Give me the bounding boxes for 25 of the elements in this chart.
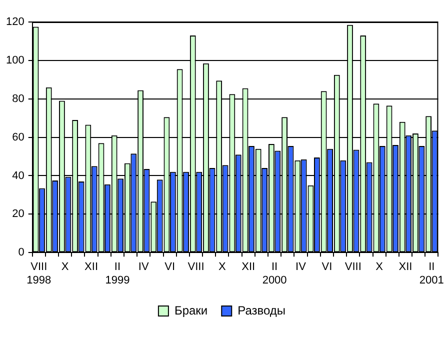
x-tick-label: VIII — [188, 261, 204, 274]
y-tick-label: 40 — [12, 170, 24, 182]
x-tick-label: X — [61, 261, 70, 274]
legend-label: Браки — [174, 303, 208, 318]
x-tick-label: VI — [164, 261, 176, 274]
x-tick-label: VIII — [344, 261, 362, 274]
x-tick-label: VIII 1998 — [26, 261, 52, 286]
x-tick-label: XII — [242, 261, 256, 274]
x-tick-label: IV — [296, 261, 307, 274]
x-tick-label: II 2001 — [419, 261, 444, 286]
legend-label: Разводы — [238, 303, 286, 318]
x-tick-label: II 2000 — [262, 261, 287, 286]
x-tick-label: II 1999 — [105, 261, 130, 286]
y-tick-label: 20 — [12, 208, 24, 220]
y-tick-label: 60 — [12, 131, 24, 144]
y-tick-label: 120 — [6, 16, 24, 28]
y-tick-label: 80 — [12, 92, 24, 105]
x-tick-label: X — [218, 261, 227, 274]
x-tick-label: X — [376, 261, 384, 274]
x-tick-label: XII — [398, 261, 412, 274]
x-tick-label: IV — [138, 261, 150, 274]
x-tick-label: VI — [322, 261, 332, 274]
y-tick-label: 0 — [18, 246, 24, 259]
y-tick-label: 100 — [6, 54, 24, 66]
x-tick-label: XII — [84, 261, 98, 274]
